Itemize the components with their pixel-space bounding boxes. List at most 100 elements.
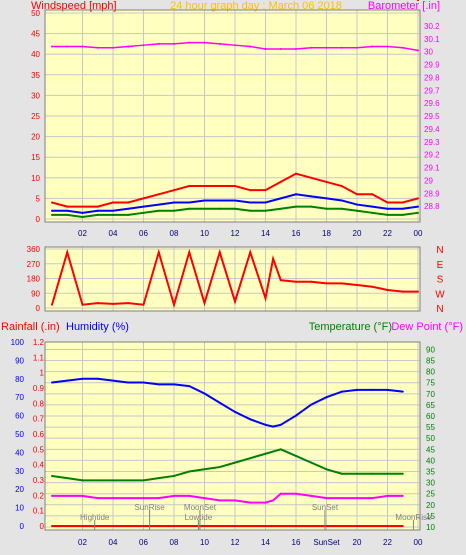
event-label-moonset: MoonSet: [184, 503, 217, 512]
barometer-y-tick-label: 28.9: [424, 189, 440, 198]
x-tick-label-climate: 04: [109, 538, 118, 547]
data-point-temperature: [173, 474, 175, 477]
data-point-average: [417, 205, 419, 208]
x-tick-label-climate: SunSet: [313, 538, 340, 547]
data-point-gust: [127, 201, 130, 204]
data-point-dew-point: [279, 492, 282, 495]
rainfall-y-tick-label: 0.8: [33, 399, 45, 408]
data-point-average: [51, 209, 53, 212]
direction-y-tick-label: 90: [31, 289, 40, 298]
data-point-rainfall: [127, 525, 130, 527]
data-point-direction: [356, 284, 358, 287]
data-point-dew-point: [203, 497, 206, 500]
x-tick-label-climate: 16: [292, 538, 301, 547]
data-point-temperature: [66, 477, 69, 480]
data-point-gust: [249, 189, 252, 192]
data-point-dew-point: [142, 497, 145, 500]
barometer-axis-title: Barometer [.in]: [368, 0, 440, 12]
data-point-gust: [142, 197, 145, 200]
data-point-barometer: [173, 42, 175, 45]
data-point-gust: [310, 176, 313, 179]
compass-label: N: [436, 245, 443, 256]
temperature-y-tick-label: 30: [426, 479, 435, 488]
x-tick-label-wind: 10: [200, 229, 209, 238]
data-point-barometer: [157, 42, 160, 45]
temperature-y-tick-label: 70: [426, 390, 435, 399]
data-point-humidity: [51, 381, 53, 384]
x-tick-label-wind: 20: [353, 229, 362, 238]
data-point-humidity: [310, 403, 313, 406]
data-point-low: [157, 209, 160, 212]
data-point-temperature: [81, 479, 84, 482]
data-point-rainfall: [356, 525, 358, 527]
data-point-dew-point: [127, 497, 130, 500]
data-point-temperature: [112, 479, 114, 482]
data-point-humidity: [356, 388, 358, 391]
data-point-barometer: [264, 48, 267, 51]
data-point-humidity: [96, 377, 99, 380]
data-point-temperature: [249, 457, 252, 460]
data-point-direction: [142, 303, 145, 306]
x-tick-label-climate: 12: [231, 538, 240, 547]
data-point-gust: [173, 189, 175, 192]
data-point-gust: [188, 185, 191, 188]
climate-plot-area: [45, 342, 420, 530]
data-point-rainfall: [272, 525, 275, 527]
data-point-barometer: [249, 45, 252, 48]
data-point-dew-point: [371, 497, 374, 500]
temperature-y-tick-label: 65: [426, 401, 435, 410]
data-point-gust: [51, 201, 53, 204]
data-point-gust: [218, 185, 221, 188]
data-point-average: [340, 199, 343, 202]
barometer-y-tick-label: 29.3: [424, 138, 440, 147]
data-point-humidity: [142, 381, 145, 384]
data-point-rainfall: [234, 525, 236, 527]
data-point-humidity: [386, 388, 389, 391]
data-point-average: [386, 207, 389, 210]
data-point-dew-point: [173, 494, 175, 497]
data-point-low: [173, 209, 175, 212]
data-point-rainfall: [401, 525, 404, 527]
data-point-low: [295, 205, 297, 208]
data-point-gust: [325, 180, 328, 183]
data-point-dew-point: [81, 494, 84, 497]
rainfall-y-tick-label: 0.4: [33, 461, 45, 470]
data-point-barometer: [386, 45, 389, 48]
data-point-low: [356, 209, 358, 212]
data-point-rainfall: [249, 525, 252, 527]
x-tick-label-wind: 12: [231, 229, 240, 238]
temperature-y-tick-label: 25: [426, 490, 435, 499]
rainfall-y-tick-label: 1.1: [33, 353, 45, 362]
data-point-rainfall: [264, 525, 267, 527]
humidity-y-tick-label: 50: [15, 430, 24, 439]
data-point-gust: [295, 172, 297, 175]
wind-axis-title: Windspeed [mph]: [31, 0, 117, 12]
barometer-y-tick-label: 29.5: [424, 112, 440, 121]
data-point-average: [218, 199, 221, 202]
data-point-barometer: [127, 45, 130, 48]
data-point-humidity: [249, 418, 252, 421]
x-tick-label-wind: 04: [109, 229, 118, 238]
direction-y-tick-label: 270: [27, 260, 41, 269]
data-point-gust: [157, 193, 160, 196]
humidity-y-tick-label: 70: [15, 393, 24, 402]
temperature-y-tick-label: 90: [426, 345, 435, 354]
barometer-y-tick-label: 29.6: [424, 99, 440, 108]
data-point-barometer: [96, 46, 99, 49]
data-point-direction: [325, 282, 328, 285]
direction-y-tick-label: 180: [27, 275, 41, 284]
data-point-direction: [340, 282, 343, 285]
data-point-barometer: [417, 49, 419, 52]
rainfall-y-tick-label: 0.3: [33, 476, 45, 485]
barometer-y-tick-label: 29.2: [424, 151, 440, 160]
data-point-dew-point: [112, 497, 114, 500]
temperature-y-tick-label: 10: [426, 523, 435, 532]
data-point-temperature: [371, 472, 374, 475]
data-point-humidity: [371, 388, 374, 391]
direction-plot-border: [44, 246, 421, 312]
event-label-sunrise: SunRise: [134, 503, 165, 512]
data-point-low: [142, 211, 145, 214]
data-point-average: [203, 199, 206, 202]
data-point-average: [325, 197, 328, 200]
